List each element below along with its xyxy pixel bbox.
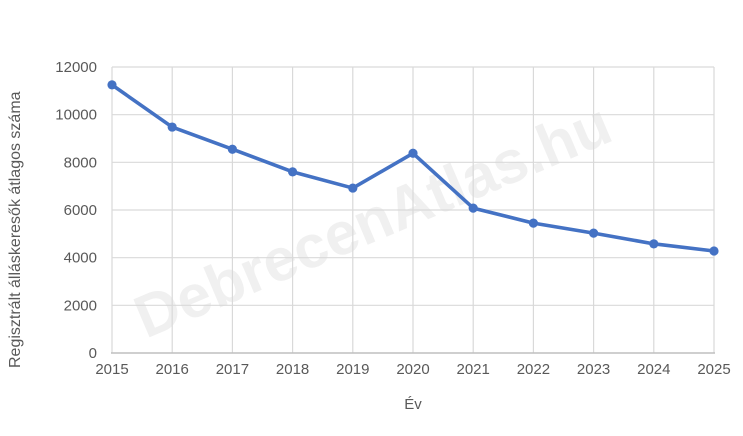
data-point-2017: [227, 144, 237, 154]
data-point-2015: [107, 80, 117, 90]
x-tick-label: 2019: [336, 361, 369, 378]
x-tick-label: 2021: [457, 361, 490, 378]
x-tick-label: 2025: [697, 361, 730, 378]
x-axis-title: Év: [404, 396, 422, 413]
data-point-2022: [528, 218, 539, 228]
data-point-2024: [649, 239, 659, 249]
x-tick-label: 2016: [156, 361, 189, 378]
x-tick-label: 2022: [517, 361, 550, 378]
data-point-2016: [167, 122, 177, 132]
y-tick-label: 12000: [55, 59, 97, 76]
y-tick-label: 8000: [64, 154, 97, 171]
y-tick-label: 0: [89, 345, 97, 362]
y-tick-label: 2000: [64, 297, 97, 314]
x-tick-label: 2023: [577, 361, 610, 378]
y-tick-label: 6000: [64, 202, 97, 219]
x-tick-label: 2018: [276, 361, 309, 378]
x-tick-label: 2020: [396, 361, 429, 378]
y-tick-label: 4000: [64, 250, 97, 267]
x-tick-label: 2015: [95, 361, 128, 378]
data-point-2020: [408, 148, 418, 158]
y-axis-title: Regisztrált álláskeresők átlagos száma: [7, 91, 24, 369]
data-point-2018: [288, 167, 298, 177]
data-point-2019: [348, 183, 358, 193]
y-tick-label: 10000: [55, 107, 97, 124]
x-tick-label: 2017: [216, 361, 249, 378]
data-point-2025: [709, 246, 719, 256]
x-tick-label: 2024: [637, 361, 670, 378]
data-point-2023: [589, 228, 599, 238]
data-point-2021: [468, 203, 478, 213]
